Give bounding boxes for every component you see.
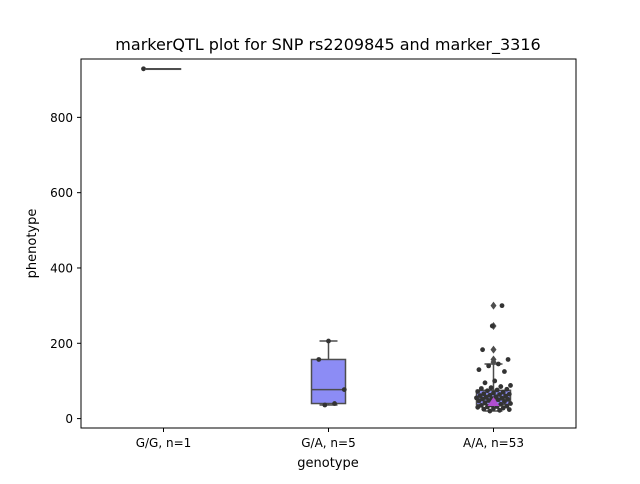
x-tick-label: G/G, n=1: [136, 436, 192, 450]
data-point: [141, 66, 146, 72]
data-point: [477, 393, 483, 399]
outlier-marker: [490, 301, 497, 310]
data-point: [495, 361, 501, 367]
data-point: [504, 386, 510, 392]
data-point: [486, 363, 492, 369]
x-tick-label: G/A, n=5: [301, 436, 355, 450]
data-point: [492, 378, 498, 384]
data-point: [504, 403, 510, 409]
data-point: [341, 387, 347, 392]
data-point: [478, 386, 484, 391]
data-point: [482, 400, 488, 406]
data-point: [508, 401, 513, 406]
data-point: [491, 390, 496, 396]
box-group: [310, 340, 347, 406]
data-point: [494, 387, 500, 393]
y-tick-label: 0: [65, 412, 73, 426]
data-point: [480, 396, 485, 402]
data-point: [326, 338, 331, 344]
data-point: [506, 407, 512, 412]
x-axis-label: genotype: [297, 456, 358, 471]
data-point: [485, 388, 490, 394]
x-tick-label: A/A, n=53: [463, 436, 524, 450]
data-point: [498, 384, 504, 389]
data-point: [316, 357, 322, 362]
y-tick-label: 800: [50, 111, 73, 125]
data-point: [508, 383, 513, 388]
data-point: [506, 391, 512, 397]
data-point: [499, 395, 505, 401]
data-point: [489, 323, 495, 329]
data-point: [476, 367, 482, 373]
outlier-marker: [490, 355, 497, 364]
strip-points: [474, 303, 513, 414]
data-point: [478, 403, 484, 408]
data-point: [482, 380, 488, 386]
data-point: [474, 395, 479, 401]
box-iqr: [310, 358, 347, 405]
data-point: [505, 396, 511, 402]
y-axis-label: phenotype: [25, 209, 40, 279]
data-point: [481, 391, 487, 397]
data-point: [487, 392, 493, 398]
data-point: [491, 406, 496, 411]
box-group: [145, 68, 182, 71]
data-point: [493, 394, 499, 400]
data-point: [500, 405, 506, 411]
y-tick-label: 600: [50, 186, 73, 200]
data-point: [505, 357, 511, 362]
data-point: [497, 392, 502, 397]
data-point: [503, 393, 509, 399]
y-tick-label: 200: [50, 337, 73, 351]
data-point: [487, 408, 493, 414]
strip-points: [316, 338, 347, 408]
data-point: [322, 402, 328, 408]
data-point: [500, 389, 506, 395]
data-point: [475, 389, 481, 394]
chart-title: markerQTL plot for SNP rs2209845 and mar…: [115, 35, 540, 55]
data-point: [481, 406, 487, 412]
data-point: [480, 347, 485, 353]
data-point: [498, 401, 504, 407]
data-point: [475, 404, 481, 410]
data-point: [502, 369, 507, 374]
data-point: [488, 385, 494, 391]
y-tick-label: 400: [50, 261, 73, 275]
data-point: [499, 303, 505, 309]
data-point: [502, 399, 507, 405]
data-point: [497, 407, 502, 413]
outlier-marker: [490, 345, 497, 354]
strip-points: [141, 66, 146, 72]
mean-marker: [487, 397, 500, 407]
plot-area-frame: [80, 58, 577, 429]
data-point: [486, 398, 492, 403]
data-point: [483, 394, 489, 400]
data-point: [332, 401, 337, 406]
